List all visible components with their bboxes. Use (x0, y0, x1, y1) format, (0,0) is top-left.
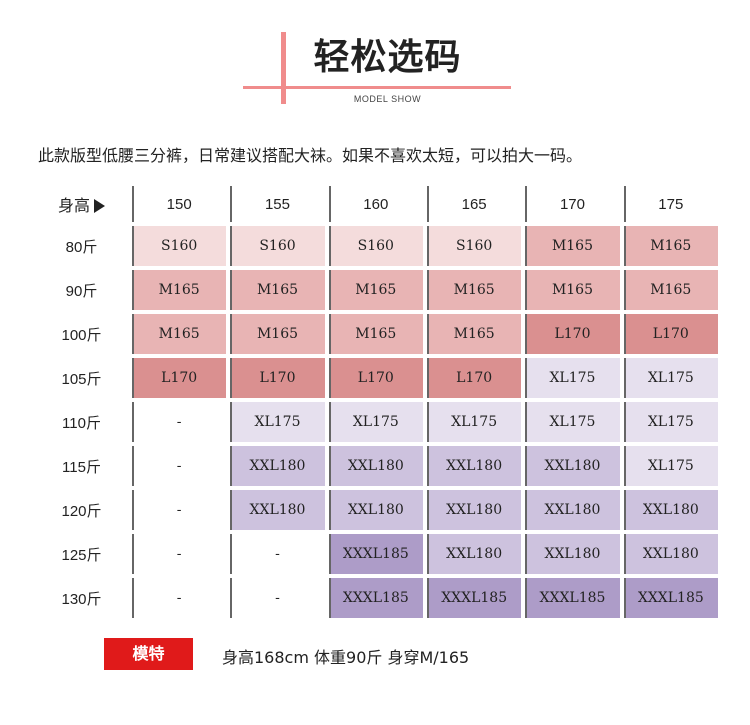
size-cell: - (128, 534, 227, 578)
size-cell: XXXL185 (422, 578, 522, 622)
play-triangle-icon (94, 199, 105, 213)
size-cell: XL175 (619, 402, 718, 446)
size-cell: XXXL185 (521, 578, 620, 622)
size-chart-row: 90斤 M165 M165 M165 M165 M165 M165 (35, 270, 718, 314)
weight-row-header: 80斤 (35, 226, 128, 270)
size-cell: XXL180 (619, 534, 718, 578)
title-accent-horizontal (243, 86, 511, 89)
size-cell: - (128, 490, 227, 534)
title-accent-vertical (281, 32, 286, 104)
size-cell: XXL180 (422, 534, 522, 578)
size-cell: L170 (619, 314, 718, 358)
size-advice-text: 此款版型低腰三分裤，日常建议搭配大袜。如果不喜欢太短，可以拍大一码。 (38, 146, 583, 165)
size-cell: L170 (128, 358, 227, 402)
weight-row-header: 90斤 (35, 270, 128, 314)
weight-row-header: 100斤 (35, 314, 128, 358)
size-chart-row: 115斤 - XXL180 XXL180 XXL180 XXL180 XL175 (35, 446, 718, 490)
size-chart-header-row: 身高 150 155 160 165 170 175 (35, 186, 718, 226)
weight-row-header: 105斤 (35, 358, 128, 402)
size-cell: M165 (226, 314, 325, 358)
size-cell: XXL180 (619, 490, 718, 534)
size-cell: M165 (521, 226, 620, 270)
weight-row-header: 120斤 (35, 490, 128, 534)
weight-row-header: 130斤 (35, 578, 128, 622)
size-cell: XXL180 (324, 446, 423, 490)
size-cell: L170 (521, 314, 620, 358)
size-cell: M165 (128, 270, 227, 314)
size-cell: M165 (521, 270, 620, 314)
size-cell: XXXL185 (619, 578, 718, 622)
size-cell: XL175 (324, 402, 423, 446)
size-cell: XXL180 (521, 534, 620, 578)
size-cell: XL175 (226, 402, 325, 446)
size-cell: - (226, 534, 325, 578)
size-cell: XXL180 (226, 490, 325, 534)
size-cell: M165 (422, 270, 522, 314)
size-cell: XL175 (521, 402, 620, 446)
height-header-cell: 150 (128, 186, 227, 226)
size-cell: L170 (422, 358, 522, 402)
size-cell: - (128, 578, 227, 622)
size-cell: M165 (128, 314, 227, 358)
height-header-cell: 175 (619, 186, 718, 226)
size-chart-row: 130斤 - - XXXL185 XXXL185 XXXL185 XXXL185 (35, 578, 718, 622)
height-header-cell: 160 (324, 186, 423, 226)
size-cell: XXL180 (226, 446, 325, 490)
size-cell: XXXL185 (324, 534, 423, 578)
size-cell: M165 (422, 314, 522, 358)
size-cell: M165 (226, 270, 325, 314)
size-cell: S160 (324, 226, 423, 270)
size-chart-row: 105斤 L170 L170 L170 L170 XL175 XL175 (35, 358, 718, 402)
size-cell: XL175 (619, 446, 718, 490)
size-cell: XL175 (422, 402, 522, 446)
size-cell: - (226, 578, 325, 622)
size-cell: XL175 (619, 358, 718, 402)
model-badge: 模特 (104, 638, 193, 670)
size-cell: M165 (324, 314, 423, 358)
model-info-text: 身高168cm 体重90斤 身穿M/165 (222, 648, 470, 667)
size-cell: XXL180 (324, 490, 423, 534)
size-chart-row: 80斤 S160 S160 S160 S160 M165 M165 (35, 226, 718, 270)
size-cell: M165 (619, 226, 718, 270)
height-header-cell: 170 (521, 186, 620, 226)
size-chart-row: 125斤 - - XXXL185 XXL180 XXL180 XXL180 (35, 534, 718, 578)
size-chart-row: 100斤 M165 M165 M165 M165 L170 L170 (35, 314, 718, 358)
size-cell: XXL180 (422, 490, 522, 534)
size-cell: XXL180 (422, 446, 522, 490)
size-chart-table: 身高 150 155 160 165 170 175 80斤 S160 S160 S1… (35, 186, 718, 622)
height-corner-label: 身高 (57, 196, 90, 215)
size-cell: S160 (226, 226, 325, 270)
size-cell: M165 (619, 270, 718, 314)
size-cell: - (128, 446, 227, 490)
weight-row-header: 125斤 (35, 534, 128, 578)
weight-row-header: 110斤 (35, 402, 128, 446)
size-chart-row: 120斤 - XXL180 XXL180 XXL180 XXL180 XXL180 (35, 490, 718, 534)
page-subtitle: MODEL SHOW (353, 94, 422, 104)
height-header-cell: 155 (226, 186, 325, 226)
page-title: 轻松选码 (313, 37, 462, 78)
size-cell: S160 (422, 226, 522, 270)
height-corner-header: 身高 (35, 186, 128, 226)
size-cell: XXXL185 (324, 578, 423, 622)
size-cell: S160 (128, 226, 227, 270)
size-cell: XL175 (521, 358, 620, 402)
size-cell: XXL180 (521, 446, 620, 490)
size-cell: L170 (226, 358, 325, 402)
size-cell: M165 (324, 270, 423, 314)
size-cell: L170 (324, 358, 423, 402)
weight-row-header: 115斤 (35, 446, 128, 490)
size-chart-row: 110斤 - XL175 XL175 XL175 XL175 XL175 (35, 402, 718, 446)
height-header-cell: 165 (422, 186, 522, 226)
size-cell: - (128, 402, 227, 446)
size-cell: XXL180 (521, 490, 620, 534)
